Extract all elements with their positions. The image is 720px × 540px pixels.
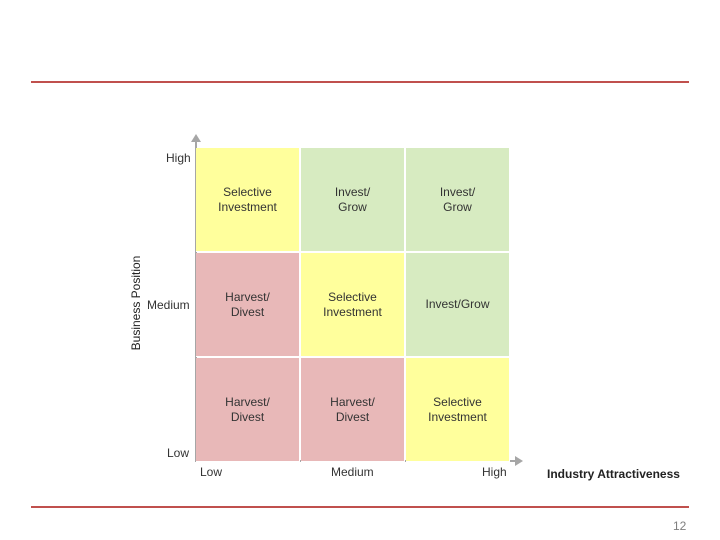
x-label-high: High	[482, 465, 507, 479]
y-label-low: Low	[167, 446, 190, 460]
matrix-cell: Harvest/ Divest	[196, 253, 300, 357]
y-label-high: High	[166, 151, 191, 165]
x-axis-title: Industry Attractiveness	[547, 467, 680, 481]
matrix-cell: Selective Investment	[301, 253, 405, 357]
matrix-cell: Invest/ Grow	[406, 148, 510, 252]
y-axis-arrow-icon	[191, 134, 201, 142]
page-number: 12	[673, 519, 687, 533]
matrix-cell: Selective Investment	[196, 148, 300, 252]
matrix-cell: Invest/ Grow	[301, 148, 405, 252]
x-label-medium: Medium	[331, 465, 374, 479]
bottom-rule	[31, 506, 689, 508]
y-label-medium: Medium	[147, 298, 190, 312]
x-label-low: Low	[200, 465, 223, 479]
matrix-cell: Invest/Grow	[406, 253, 510, 357]
y-axis-title: Business Position	[129, 255, 143, 351]
matrix-cell: Harvest/ Divest	[196, 358, 300, 462]
top-rule	[31, 81, 689, 83]
strategy-matrix: Selective Investment Invest/ Grow Invest…	[196, 148, 510, 462]
matrix-cell: Selective Investment	[406, 358, 510, 462]
matrix-cell: Harvest/ Divest	[301, 358, 405, 462]
x-axis-arrow-icon	[515, 456, 523, 466]
